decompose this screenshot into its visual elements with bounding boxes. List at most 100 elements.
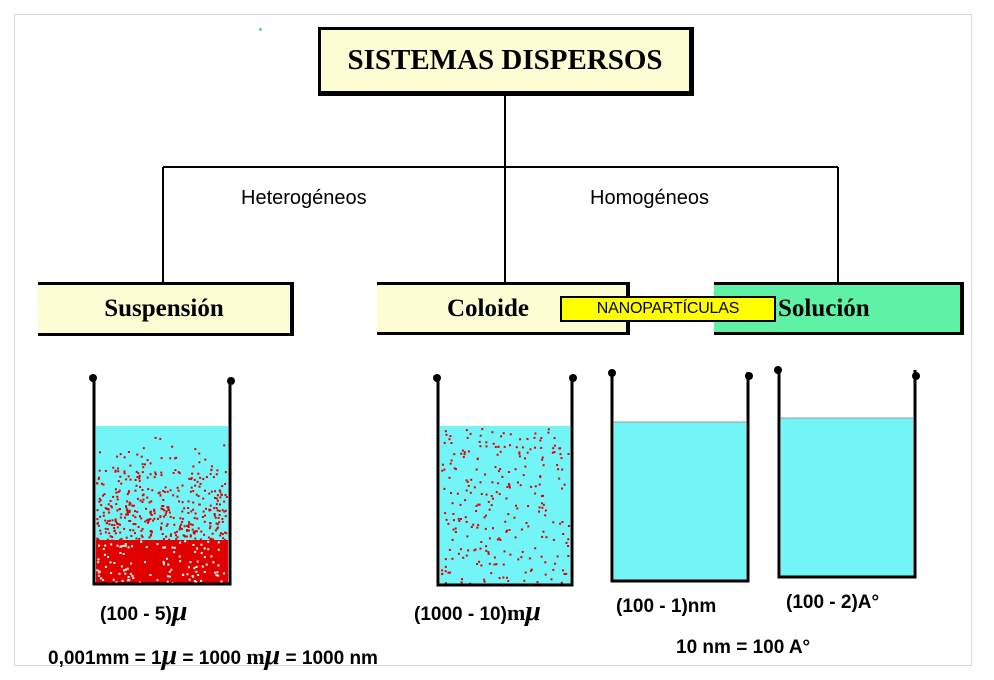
particle bbox=[204, 458, 207, 461]
beaker-icon bbox=[92, 378, 232, 586]
particle bbox=[169, 515, 172, 518]
particle bbox=[114, 469, 117, 472]
particle bbox=[195, 581, 198, 584]
particle bbox=[558, 447, 561, 450]
particle bbox=[115, 491, 118, 494]
particle bbox=[97, 558, 100, 561]
particle bbox=[152, 519, 155, 522]
particle bbox=[164, 514, 167, 516]
particle bbox=[494, 466, 497, 469]
particle bbox=[196, 560, 199, 563]
particle bbox=[129, 502, 132, 505]
title-box: SISTEMAS DISPERSOS bbox=[318, 27, 694, 96]
particle bbox=[201, 516, 204, 518]
beaker-icon bbox=[777, 370, 917, 579]
particle bbox=[123, 456, 126, 459]
particle bbox=[502, 576, 505, 579]
particle bbox=[195, 565, 198, 568]
particle bbox=[108, 511, 111, 514]
particle bbox=[224, 509, 227, 512]
particle bbox=[191, 575, 194, 577]
particle bbox=[145, 507, 147, 510]
particle bbox=[524, 465, 527, 468]
particle bbox=[515, 504, 517, 507]
particle bbox=[505, 497, 508, 500]
particle bbox=[104, 565, 107, 568]
particle bbox=[104, 507, 107, 510]
particle bbox=[96, 509, 99, 512]
particle bbox=[517, 558, 520, 561]
particle bbox=[506, 486, 509, 488]
particle bbox=[563, 483, 566, 486]
particle bbox=[565, 541, 568, 544]
particle bbox=[447, 571, 450, 574]
particle bbox=[141, 528, 144, 531]
particle bbox=[153, 510, 156, 512]
particle bbox=[139, 515, 141, 518]
particle bbox=[534, 492, 537, 495]
particle bbox=[160, 471, 163, 474]
particle bbox=[181, 520, 184, 523]
particle bbox=[224, 471, 227, 474]
particle bbox=[556, 464, 559, 467]
particle bbox=[487, 500, 490, 503]
particle bbox=[473, 549, 476, 552]
particle bbox=[142, 447, 145, 450]
particle bbox=[516, 507, 519, 510]
particle bbox=[107, 520, 110, 523]
particle bbox=[216, 469, 219, 472]
particle bbox=[559, 453, 562, 456]
particle bbox=[107, 556, 109, 558]
particle bbox=[447, 522, 450, 525]
particle bbox=[162, 546, 165, 549]
particle bbox=[187, 507, 190, 509]
particle bbox=[461, 449, 464, 452]
particle bbox=[488, 562, 491, 565]
particle bbox=[464, 516, 467, 519]
particle bbox=[467, 549, 470, 552]
particle bbox=[444, 558, 447, 561]
particle bbox=[541, 458, 544, 461]
particle bbox=[541, 456, 544, 459]
particle bbox=[497, 445, 500, 448]
particle bbox=[120, 482, 123, 485]
particle bbox=[98, 574, 101, 577]
particle bbox=[193, 530, 196, 533]
particle bbox=[517, 481, 519, 484]
particle bbox=[498, 577, 501, 580]
particle bbox=[125, 568, 127, 571]
particle bbox=[484, 473, 487, 476]
particle bbox=[126, 493, 129, 496]
particle bbox=[128, 579, 131, 582]
particle bbox=[194, 512, 197, 515]
label-heterogeneous: Heterogéneos bbox=[241, 187, 367, 209]
particle bbox=[528, 557, 531, 560]
particle bbox=[114, 488, 117, 491]
particle bbox=[161, 508, 164, 511]
particle bbox=[459, 548, 462, 551]
particle bbox=[459, 503, 462, 506]
particle bbox=[218, 510, 221, 512]
particle bbox=[116, 526, 119, 529]
particle bbox=[105, 522, 108, 525]
particle bbox=[120, 565, 123, 568]
particle bbox=[216, 523, 219, 526]
particle bbox=[215, 522, 218, 525]
particle bbox=[527, 505, 530, 508]
particle bbox=[562, 533, 565, 535]
size-coloide: (1000 - 10)mμ bbox=[414, 596, 541, 628]
particle bbox=[561, 468, 564, 471]
particle bbox=[479, 434, 482, 437]
particle bbox=[117, 491, 120, 493]
particle bbox=[492, 497, 494, 500]
particle bbox=[559, 522, 562, 525]
particle bbox=[109, 561, 112, 564]
particle bbox=[126, 512, 129, 514]
particle bbox=[198, 461, 201, 464]
particle bbox=[111, 536, 114, 538]
particle bbox=[120, 513, 123, 516]
particle bbox=[114, 519, 117, 522]
particle bbox=[203, 533, 206, 536]
particle bbox=[110, 543, 113, 546]
particle bbox=[473, 486, 476, 489]
